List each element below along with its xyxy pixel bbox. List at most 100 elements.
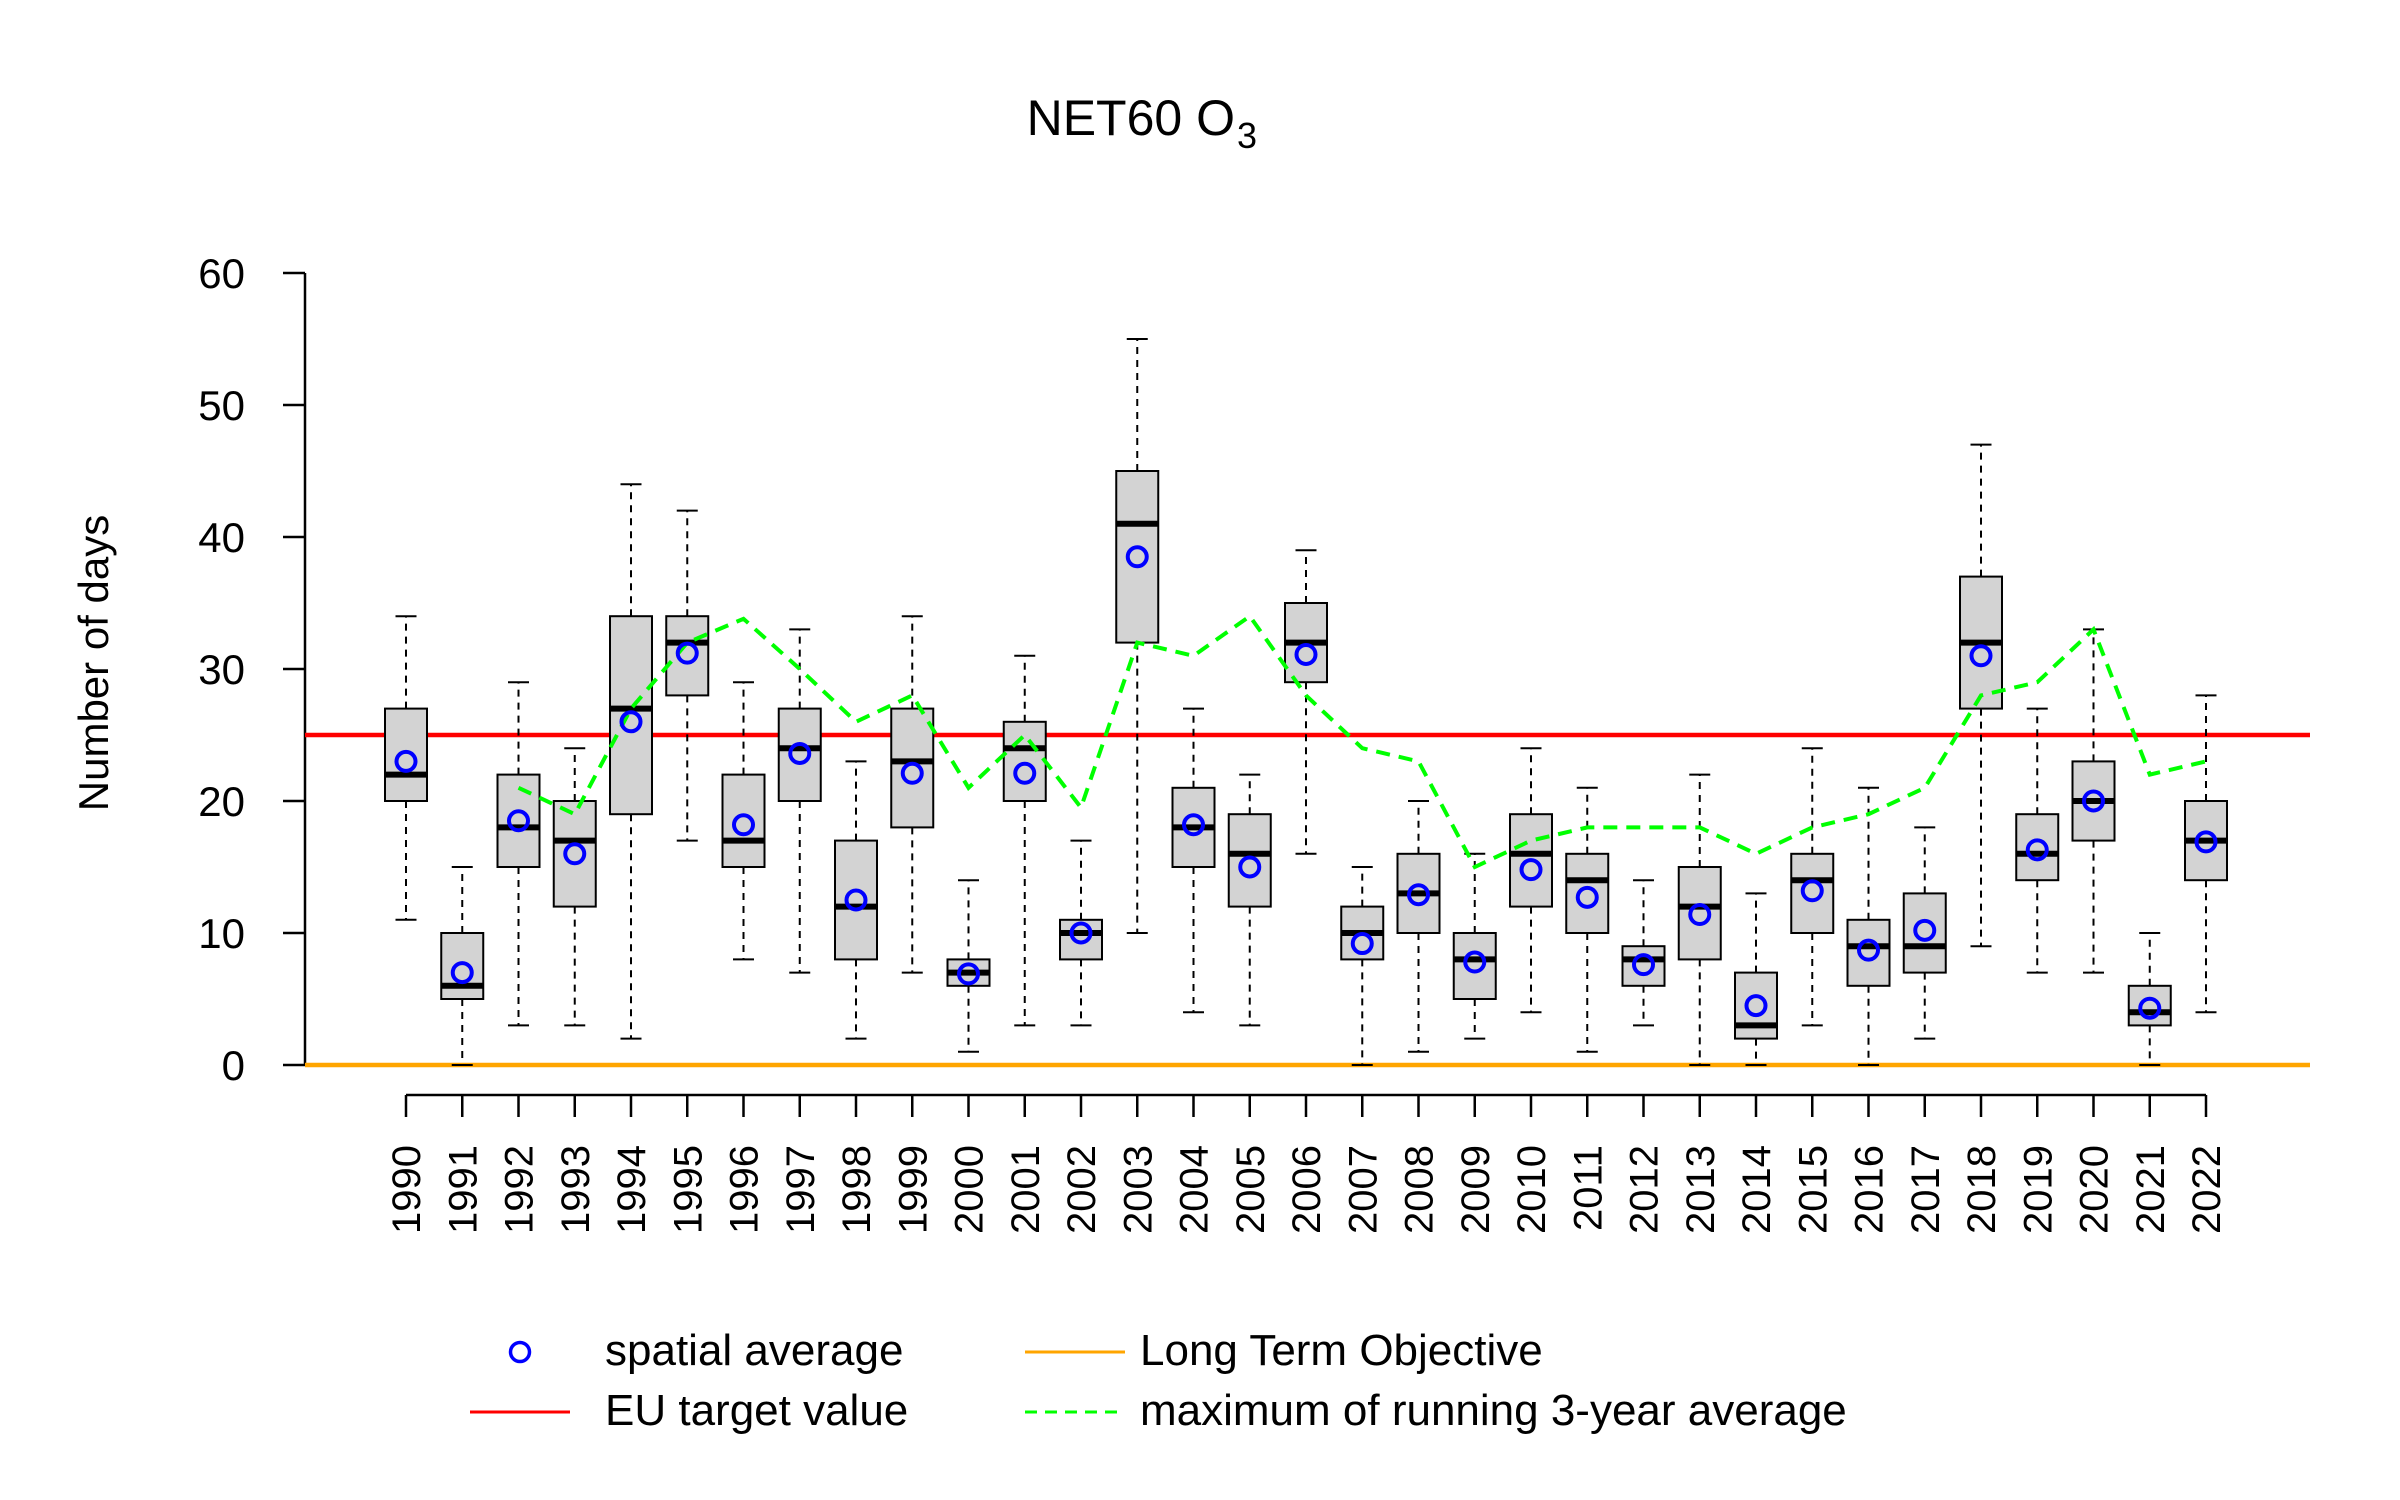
- box-iqr: [1452, 932, 1497, 1000]
- box-iqr: [1621, 945, 1666, 987]
- x-tick-label: 1992: [498, 1145, 542, 1234]
- legend-item-spatial-average: spatial average: [508, 1326, 903, 1375]
- box-2016: [1846, 786, 1891, 1066]
- box-2006: [1284, 549, 1328, 855]
- box-2000: [946, 879, 991, 1053]
- box-1995: [665, 509, 710, 842]
- x-tick-label: 1995: [666, 1145, 710, 1234]
- legend: spatial average Long Term Objective EU tar…: [470, 1326, 1847, 1435]
- y-tick-label: 20: [198, 778, 245, 825]
- x-tick-label: 1993: [554, 1145, 598, 1234]
- chart-title-main: NET60 O: [1027, 90, 1235, 146]
- box-2020: [2071, 628, 2116, 974]
- x-tick-label: 1994: [610, 1145, 654, 1234]
- x-tick-label: 2005: [1229, 1145, 1273, 1234]
- legend-item-eu-target-value: EU target value: [470, 1386, 908, 1435]
- running-max-line: [517, 613, 2207, 870]
- x-tick-label: 2001: [1004, 1145, 1048, 1234]
- box-2022: [2184, 694, 2228, 1014]
- y-tick-label: 10: [198, 910, 245, 957]
- x-tick-label: 2016: [1848, 1145, 1892, 1234]
- x-tick-label: 2011: [1566, 1145, 1610, 1231]
- x-tick-label: 2021: [2129, 1145, 2173, 1234]
- y-tick-label: 50: [198, 382, 245, 429]
- box-iqr: [721, 773, 766, 868]
- mean-point: [1069, 921, 1093, 945]
- x-tick-label: 2010: [1510, 1145, 1554, 1234]
- box-iqr: [1846, 918, 1891, 987]
- legend-label: spatial average: [605, 1326, 903, 1375]
- box-2002: [1059, 839, 1103, 1027]
- y-tick-label: 30: [198, 646, 245, 693]
- box-1998: [834, 760, 878, 1040]
- mean-point: [900, 761, 924, 785]
- y-tick-label: 0: [222, 1042, 245, 1089]
- chart-title-subscript: 3: [1237, 115, 1257, 156]
- chart-title: NET60 O: [1027, 90, 1235, 146]
- mean-point: [450, 961, 474, 985]
- mean-point: [844, 888, 868, 912]
- legend-label: EU target value: [605, 1386, 908, 1435]
- mean-point: [2194, 830, 2218, 854]
- x-tick-label: 2014: [1735, 1145, 1779, 1234]
- mean-point: [1407, 883, 1430, 907]
- x-tick-label: 1999: [891, 1145, 935, 1234]
- box-2004: [1171, 707, 1216, 1014]
- box-iqr: [1115, 470, 1160, 644]
- mean-point: [2025, 838, 2049, 862]
- x-tick-label: 2009: [1454, 1145, 1498, 1234]
- mean-point: [1013, 761, 1037, 785]
- box-1996: [721, 681, 766, 961]
- mean-point: [394, 749, 418, 773]
- box-iqr: [890, 707, 935, 829]
- mean-point: [1800, 879, 1824, 903]
- box-2009: [1452, 852, 1497, 1040]
- mean-point: [1913, 918, 1937, 942]
- box-1993: [552, 747, 597, 1027]
- x-tick-label: 2017: [1904, 1145, 1948, 1234]
- box-2013: [1677, 773, 1722, 1066]
- box-iqr: [2015, 813, 2060, 882]
- mean-point: [1969, 644, 1993, 668]
- mean-point: [1857, 938, 1880, 962]
- mean-point: [2082, 789, 2105, 813]
- box-2003: [1115, 338, 1160, 934]
- mean-point: [1575, 885, 1599, 909]
- mean-point: [1688, 903, 1712, 927]
- box-2019: [2015, 707, 2060, 974]
- y-tick-label: 60: [198, 250, 245, 297]
- box-2012: [1621, 879, 1666, 1027]
- x-tick-label: 2020: [2073, 1145, 2117, 1234]
- box-2001: [1002, 654, 1047, 1027]
- box-2015: [1790, 747, 1835, 1027]
- mean-point: [1744, 994, 1768, 1018]
- x-tick-label: 2008: [1398, 1145, 1442, 1234]
- y-tick-label: 40: [198, 514, 245, 561]
- y-axis-label: Number of days: [70, 515, 117, 811]
- x-tick-label: 2013: [1679, 1145, 1723, 1234]
- legend-label: maximum of running 3-year average: [1140, 1386, 1847, 1435]
- box-iqr: [834, 839, 878, 961]
- x-tick-label: 2006: [1285, 1145, 1329, 1234]
- box-iqr: [1227, 813, 1272, 908]
- box-2018: [1959, 443, 2003, 948]
- box-1990: [384, 615, 428, 921]
- box-1999: [890, 615, 935, 974]
- box-2017: [1902, 826, 1947, 1040]
- x-tick-label: 1990: [385, 1145, 429, 1234]
- mean-point: [1294, 642, 1318, 666]
- box-iqr: [1902, 892, 1947, 974]
- x-tick-label: 2018: [1960, 1145, 2004, 1234]
- mean-point: [957, 962, 980, 986]
- box-iqr: [440, 932, 485, 1000]
- x-tick-label: 1997: [779, 1145, 823, 1234]
- box-iqr: [1565, 852, 1610, 934]
- x-tick-label: 2002: [1060, 1145, 1104, 1234]
- mean-point: [1125, 545, 1149, 569]
- box-1994: [609, 483, 653, 1040]
- box-iqr: [1059, 918, 1103, 961]
- box-iqr: [1677, 866, 1722, 961]
- x-tick-label: 2007: [1341, 1145, 1385, 1234]
- box-iqr: [1790, 852, 1835, 934]
